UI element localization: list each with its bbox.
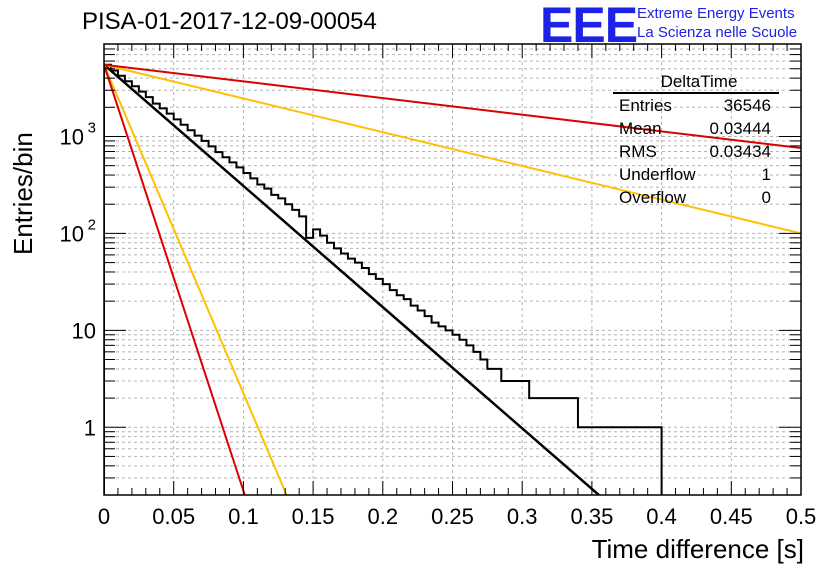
x-tick-label: 0.25: [431, 504, 474, 529]
stats-value: 0.03434: [709, 142, 771, 161]
x-tick-label: 0: [98, 504, 110, 529]
stats-value: 0.03444: [709, 119, 771, 138]
x-tick-label: 0.1: [228, 504, 259, 529]
plot-frame: [103, 43, 802, 496]
x-tick-label: 0.15: [292, 504, 335, 529]
x-tick-label: 0.5: [786, 504, 817, 529]
stats-label: Overflow: [619, 188, 687, 207]
y-axis-label: Entries/bin: [8, 132, 38, 255]
stats-value: 0: [761, 188, 771, 207]
stats-label: Entries: [619, 96, 672, 115]
fit-line: [104, 64, 246, 495]
eee-logo: EEE: [540, 0, 638, 53]
y-tick-exponent: 3: [88, 119, 96, 136]
fit-lines: [104, 63, 801, 495]
logo-line-1: Extreme Energy Events: [637, 5, 795, 22]
histogram: [104, 63, 663, 495]
x-tick-label: 0.3: [507, 504, 538, 529]
fit-line: [104, 64, 288, 495]
stats-box: DeltaTime Entries 36546 Mean 0.03444 RMS…: [611, 72, 779, 209]
y-tick-label: 10: [60, 124, 84, 149]
x-tick-labels: 0 0.05 0.1 0.15 0.2 0.25 0.3 0.35 0.4 0.45 0.5: [98, 504, 816, 529]
axes-frame: [103, 43, 802, 496]
stats-row-mean: Mean 0.03444: [611, 117, 779, 140]
stats-row-entries: Entries 36546: [611, 94, 779, 117]
fit-line: [104, 63, 801, 235]
stats-row-overflow: Overflow 0: [611, 186, 779, 209]
stats-label: Underflow: [619, 165, 696, 184]
x-tick-label: 0.35: [570, 504, 613, 529]
eee-logo-text: Extreme Energy Events La Scienza nelle S…: [637, 4, 797, 42]
y-tick-label: 10: [72, 318, 96, 343]
x-axis-label: Time difference [s]: [591, 534, 804, 564]
stats-rule: [613, 92, 779, 94]
stats-box-name: DeltaTime: [660, 72, 738, 91]
x-tick-label: 0.05: [152, 504, 195, 529]
stats-label: Mean: [619, 119, 662, 138]
x-tick-label: 0.4: [646, 504, 677, 529]
fit-line: [104, 63, 600, 495]
logo-line-2: La Scienza nelle Scuole: [637, 24, 798, 41]
fit-line: [104, 63, 801, 150]
x-tick-label: 0.2: [368, 504, 399, 529]
stats-value: 36546: [723, 96, 771, 115]
y-tick-exponent: 2: [88, 216, 96, 233]
stats-value: 1: [761, 165, 771, 184]
y-tick-label: 1: [84, 415, 96, 440]
y-tick-label: 10: [60, 221, 84, 246]
histogram-outline: [104, 63, 663, 495]
stats-row-underflow: Underflow 1: [611, 163, 779, 186]
x-tick-label: 0.45: [710, 504, 753, 529]
stats-row-rms: RMS 0.03434: [611, 140, 779, 163]
stats-label: RMS: [619, 142, 657, 161]
chart-title: PISA-01-2017-12-09-00054: [82, 8, 377, 35]
